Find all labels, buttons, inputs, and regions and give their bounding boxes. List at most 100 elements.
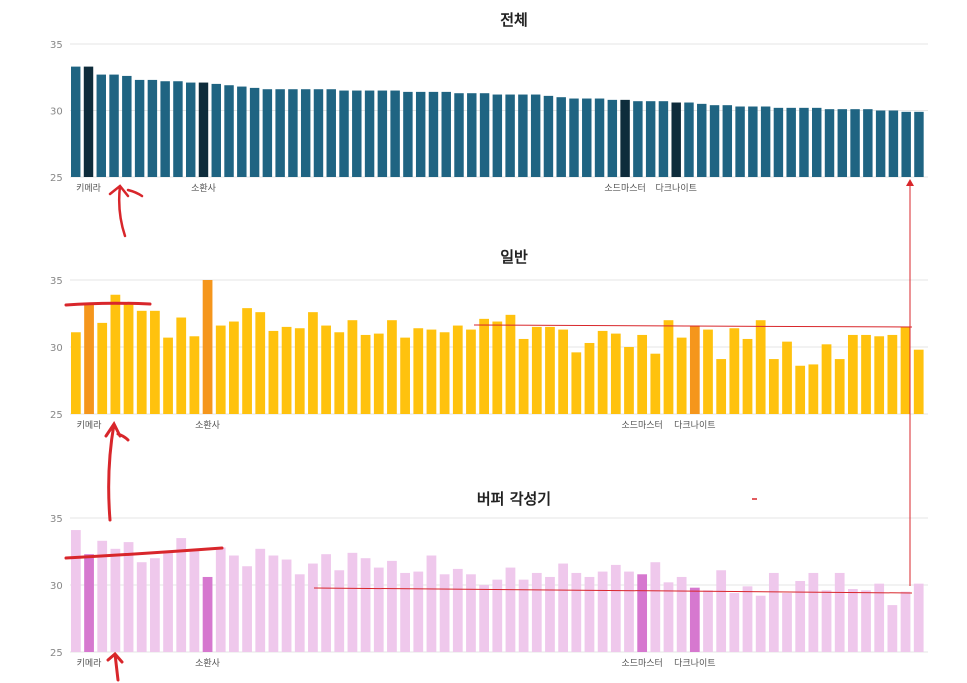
bar-all-17 bbox=[288, 89, 298, 177]
bar-normal-27 bbox=[426, 329, 437, 414]
bar-all-35 bbox=[518, 94, 528, 177]
category-label-buffer-43: 소드마스터 bbox=[621, 658, 662, 669]
bar-all-49 bbox=[697, 103, 707, 177]
chart-title-all: 전체 bbox=[500, 11, 528, 29]
bar-normal-45 bbox=[663, 320, 674, 414]
bar-buffer-56 bbox=[808, 572, 819, 652]
bar-normal-40 bbox=[597, 330, 608, 414]
bar-all-29 bbox=[441, 91, 451, 177]
annotation-arrow-1 bbox=[108, 184, 144, 238]
bar-buffer-31 bbox=[479, 585, 489, 652]
red-annotations bbox=[64, 179, 914, 682]
bar-normal-16 bbox=[281, 326, 292, 414]
bar-normal-4 bbox=[123, 302, 134, 414]
bar-normal-44 bbox=[650, 353, 661, 414]
bar-buffer-32 bbox=[492, 579, 503, 652]
bar-normal-10 bbox=[202, 280, 213, 414]
bar-buffer-18 bbox=[308, 563, 318, 652]
bar-all-13 bbox=[237, 86, 247, 177]
category-label-all-43: 소드마스터 bbox=[604, 183, 645, 194]
bar-buffer-1 bbox=[84, 554, 94, 652]
bar-all-53 bbox=[748, 106, 758, 177]
bar-normal-30 bbox=[466, 329, 476, 414]
bar-buffer-58 bbox=[834, 572, 845, 652]
bar-buffer-4 bbox=[123, 542, 134, 652]
annotation-vertical-arrowhead bbox=[906, 179, 914, 186]
panel-normal: 일반 25 30 35 키메라 소환사 소드마스터 다크나이트 bbox=[50, 248, 928, 431]
bar-normal-59 bbox=[847, 334, 858, 414]
bar-all-50 bbox=[709, 105, 720, 177]
y-tick-label-30: 30 bbox=[50, 107, 63, 118]
bar-all-32 bbox=[479, 93, 490, 177]
annotation-line-buffer bbox=[313, 587, 913, 594]
bar-all-20 bbox=[326, 89, 336, 177]
bar-all-8 bbox=[173, 81, 183, 177]
bar-all-34 bbox=[505, 94, 515, 177]
bar-buffer-51 bbox=[742, 586, 753, 652]
bar-all-5 bbox=[134, 79, 145, 177]
bar-all-37 bbox=[543, 95, 554, 177]
category-label-normal-10: 소환사 bbox=[195, 419, 221, 431]
bar-buffer-41 bbox=[610, 564, 621, 652]
bar-all-46 bbox=[658, 101, 669, 177]
bar-normal-18 bbox=[308, 312, 318, 414]
bar-all-36 bbox=[530, 94, 541, 177]
bar-normal-28 bbox=[439, 332, 450, 414]
bar-normal-11 bbox=[215, 325, 226, 414]
bar-normal-17 bbox=[294, 328, 305, 414]
bar-all-19 bbox=[313, 89, 324, 177]
bar-normal-23 bbox=[373, 333, 384, 414]
annotation-arrow-3 bbox=[106, 651, 124, 682]
bar-buffer-5 bbox=[136, 562, 147, 652]
bar-buffer-28 bbox=[439, 574, 450, 652]
bar-all-57 bbox=[799, 107, 809, 177]
bar-all-48 bbox=[684, 102, 694, 177]
bar-all-63 bbox=[875, 110, 886, 177]
bar-normal-12 bbox=[229, 321, 239, 414]
category-label-all-10: 소환사 bbox=[191, 182, 217, 194]
bar-normal-43 bbox=[637, 334, 648, 414]
bar-buffer-36 bbox=[545, 576, 555, 652]
bar-all-47 bbox=[671, 102, 681, 177]
panel-all: 전체 25 30 35 키메라 소환사 소드마스터 다크나이트 bbox=[50, 11, 928, 194]
bar-normal-38 bbox=[571, 352, 582, 414]
bar-all-65 bbox=[901, 111, 911, 177]
bar-all-1 bbox=[83, 66, 94, 177]
bar-all-10 bbox=[198, 82, 209, 177]
bar-buffer-53 bbox=[768, 572, 779, 652]
bar-all-3 bbox=[109, 74, 119, 177]
bar-buffer-17 bbox=[294, 574, 305, 652]
annotation-arrow-2 bbox=[104, 421, 130, 522]
bar-buffer-6 bbox=[150, 558, 160, 652]
bar-buffer-57 bbox=[821, 590, 832, 652]
bar-all-59 bbox=[824, 109, 835, 177]
bar-buffer-64 bbox=[913, 583, 924, 652]
bar-buffer-0 bbox=[71, 530, 81, 652]
bar-all-33 bbox=[492, 94, 503, 177]
bar-buffer-42 bbox=[624, 571, 634, 652]
bar-buffer-40 bbox=[597, 571, 608, 652]
bar-all-2 bbox=[96, 74, 106, 177]
bar-all-23 bbox=[364, 90, 375, 177]
bar-buffer-39 bbox=[584, 576, 595, 652]
bar-buffer-47 bbox=[689, 587, 700, 652]
bar-all-58 bbox=[812, 107, 822, 177]
bar-all-22 bbox=[352, 90, 362, 177]
category-label-buffer-47: 다크나이트 bbox=[674, 658, 715, 669]
y-tick-label-35: 35 bbox=[50, 514, 63, 525]
bar-normal-56 bbox=[808, 364, 819, 414]
bar-normal-57 bbox=[821, 344, 832, 414]
bar-normal-51 bbox=[742, 338, 753, 414]
bar-all-56 bbox=[786, 107, 796, 177]
chart-title-buffer: 버퍼 각성기 bbox=[477, 490, 551, 508]
bar-buffer-19 bbox=[321, 554, 331, 652]
bar-buffer-22 bbox=[360, 558, 371, 652]
bar-normal-33 bbox=[505, 314, 516, 414]
bar-all-7 bbox=[160, 81, 170, 177]
bar-all-21 bbox=[339, 90, 349, 177]
bar-normal-46 bbox=[676, 337, 687, 414]
y-tick-label-35: 35 bbox=[50, 276, 63, 287]
bar-all-31 bbox=[467, 93, 477, 177]
bar-all-55 bbox=[773, 107, 784, 177]
